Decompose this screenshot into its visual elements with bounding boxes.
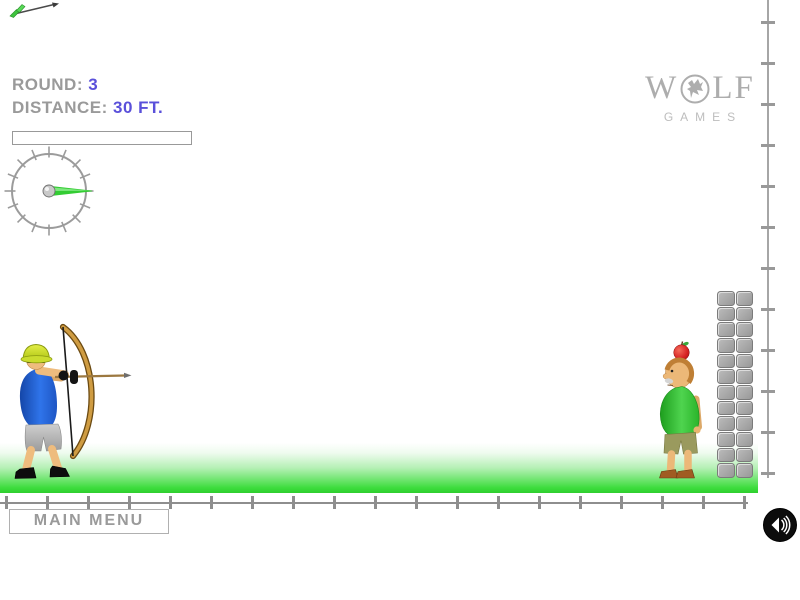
wolf-games-logo: W LF GAMES [638,70,762,124]
ruler-tick [761,62,775,65]
ruler-tick [761,144,775,147]
ruler-tick [169,496,172,509]
round-indicator: ROUND: 3 [12,75,98,95]
arrow-icon [9,2,59,18]
ruler-tick [579,496,582,509]
ruler-tick [761,431,775,434]
ruler-tick [415,496,418,509]
ruler-tick [743,496,746,509]
angle-gauge[interactable] [1,143,97,239]
logo-part2: LF [712,70,755,106]
round-label: ROUND: [12,75,83,94]
stone-block [735,306,753,322]
stone-block [717,291,735,306]
archer-shorts [24,423,62,452]
stone-block [717,400,735,416]
target-shorts [663,432,698,455]
gauge-needle-icon [53,186,92,196]
stone-block [735,385,753,400]
distance-indicator: DISTANCE: 30 FT. [12,98,163,118]
target-mustache [664,378,674,384]
ruler-tick [761,349,775,352]
logo-subtitle: GAMES [663,110,743,124]
ruler-tick [761,472,775,475]
bow-string [62,326,74,457]
distance-label: DISTANCE: [12,98,108,117]
ruler-tick [46,496,49,509]
ruler-tick [761,226,775,229]
stone-block [717,338,735,353]
stone-block [717,306,735,322]
ruler-tick [538,496,541,509]
block-tower [717,291,753,478]
stone-block [717,385,735,400]
archer-character [14,323,132,479]
stone-block [717,447,735,463]
ruler-tick [761,267,775,270]
stone-block [735,291,753,306]
stone-block [735,447,753,463]
logo-part1: W [645,70,679,106]
ground [0,443,758,493]
stone-block [717,463,735,478]
target-shirt [660,386,700,440]
archer-hat [22,344,50,360]
stone-block [717,369,735,384]
ruler-tick [702,496,705,509]
right-ruler [767,0,769,478]
stone-block [735,353,753,369]
stone-block [735,416,753,431]
bow [59,323,95,460]
stone-block [717,353,735,369]
stone-block [735,322,753,337]
ruler-tick [761,308,775,311]
main-menu-button[interactable]: MAIN MENU [9,509,169,534]
ruler-tick [128,496,131,509]
ruler-tick [661,496,664,509]
ruler-tick [761,185,775,188]
ruler-tick [456,496,459,509]
round-value: 3 [88,75,99,94]
ruler-tick [620,496,623,509]
ruler-tick [292,496,295,509]
target-eye [670,369,674,373]
ruler-tick [210,496,213,509]
stone-block [735,338,753,353]
ruler-tick [761,21,775,24]
ruler-tick [374,496,377,509]
speaker-icon [771,515,791,535]
stone-block [717,416,735,431]
wolf-head-icon [680,74,710,103]
ruler-tick [497,496,500,509]
ruler-tick [5,496,8,509]
stone-block [735,463,753,478]
distance-value: 30 FT. [113,98,164,117]
ruler-tick [87,496,90,509]
ruler-tick [251,496,254,509]
stone-block [735,432,753,447]
ruler-tick [333,496,336,509]
power-bar [12,131,192,145]
stone-block [735,400,753,416]
sound-toggle-button[interactable] [762,507,798,543]
target-hair [664,357,695,385]
ruler-tick [761,103,775,106]
stone-block [735,369,753,384]
ruler-tick [761,390,775,393]
archer-shirt [19,368,57,431]
stone-block [717,322,735,337]
stone-block [717,432,735,447]
gauge-ball-icon [42,184,56,198]
target-character [659,341,702,479]
